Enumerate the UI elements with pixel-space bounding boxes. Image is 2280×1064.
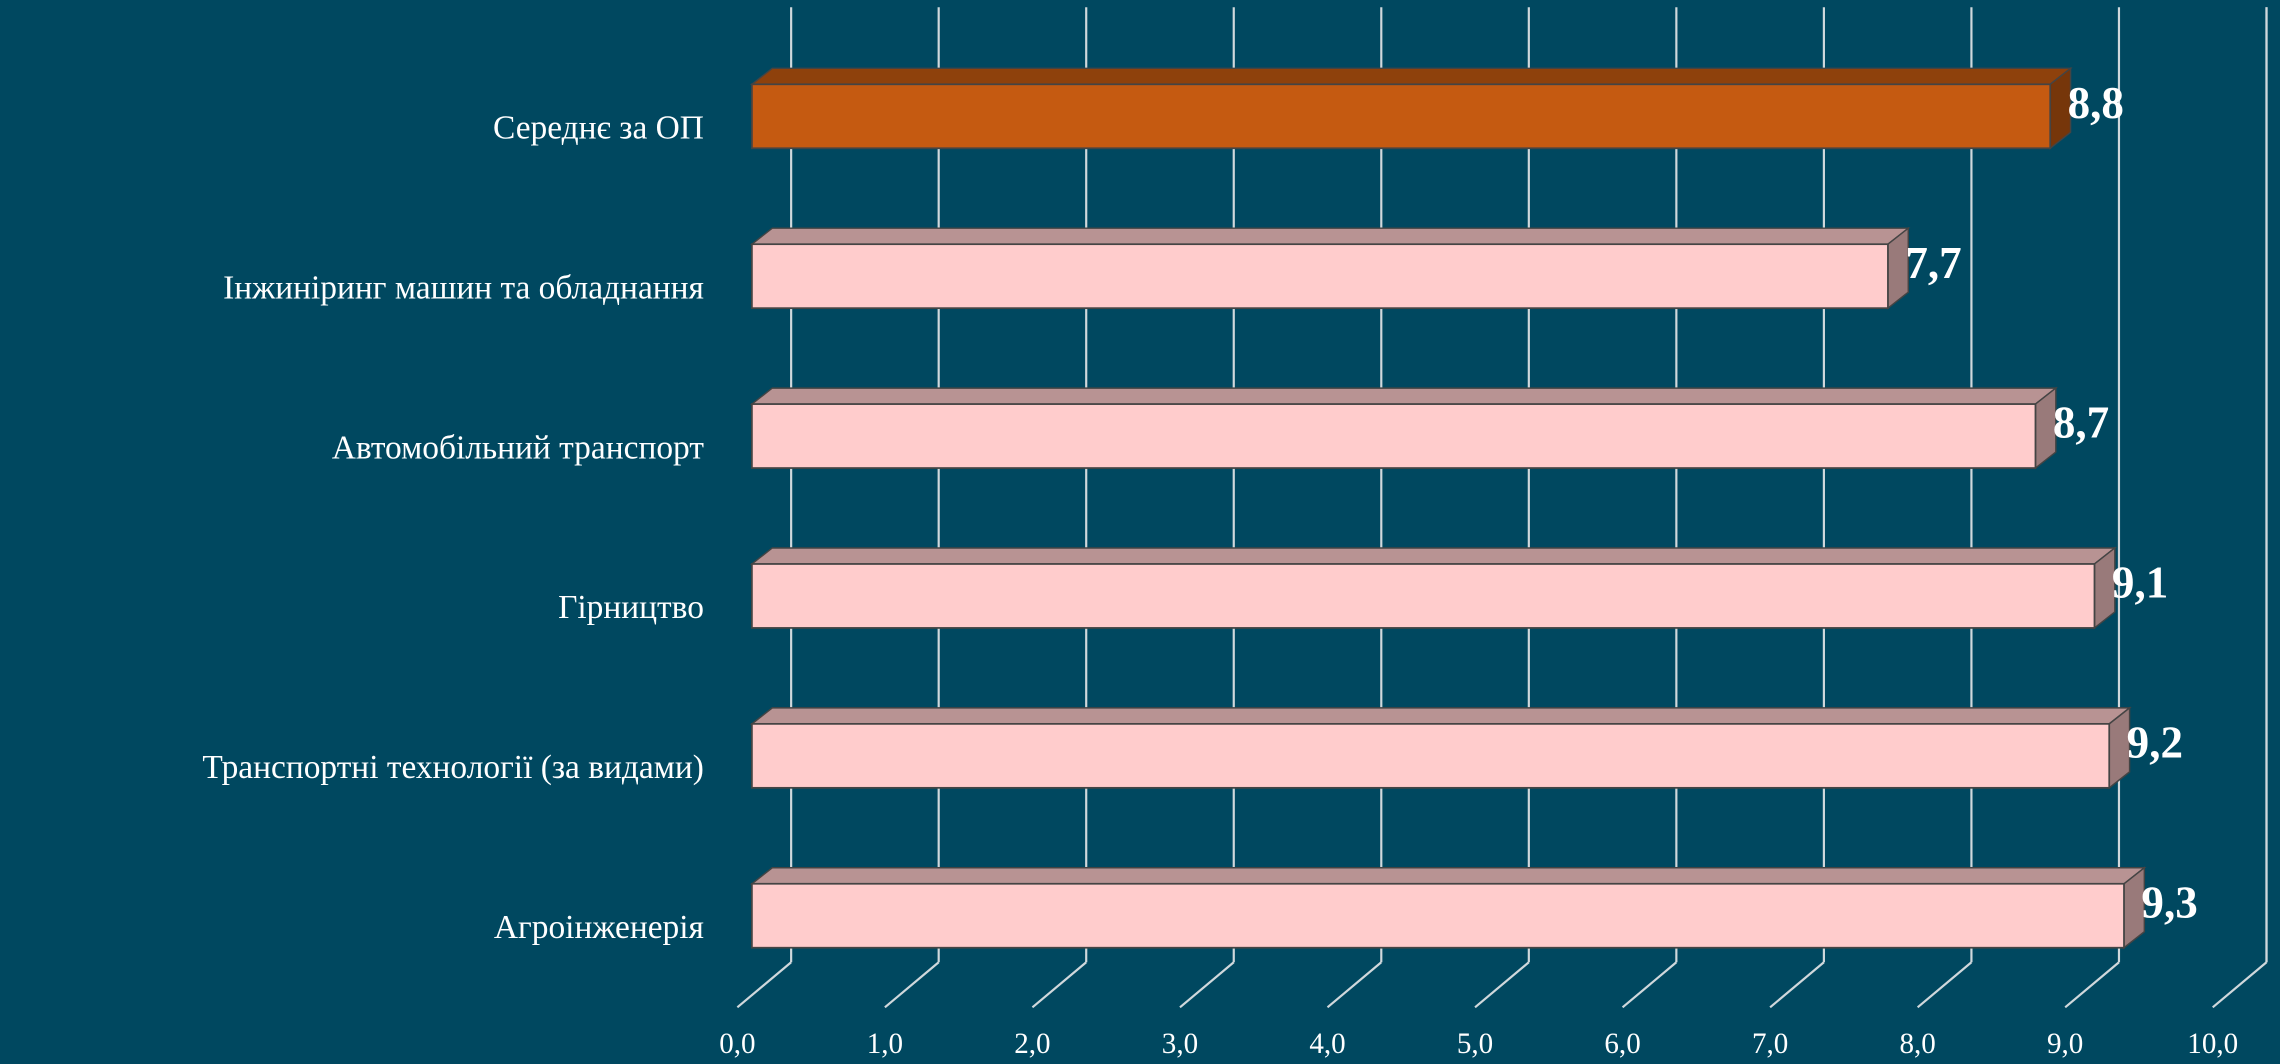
- bar: [749, 546, 2117, 630]
- y-tick-label: Агроінженерія: [494, 909, 704, 946]
- bar-front: [751, 722, 2111, 789]
- y-tick-label: Інжиніринг машин та обладнання: [223, 269, 704, 306]
- bar: [749, 866, 2147, 950]
- y-tick-label: Гірництво: [558, 589, 704, 626]
- data-label: 9,1: [2112, 558, 2168, 608]
- bar-top: [749, 67, 2073, 86]
- data-label: 9,3: [2141, 877, 2197, 927]
- floor-line: [1179, 961, 1235, 1009]
- x-tick-label: 10,0: [2187, 1028, 2238, 1060]
- floor-line: [1769, 961, 1825, 1009]
- x-tick-label: 4,0: [1309, 1028, 1345, 1060]
- x-tick-label: 7,0: [1752, 1028, 1788, 1060]
- x-tick-label: 9,0: [2047, 1028, 2083, 1060]
- bar-top: [749, 547, 2117, 565]
- data-label: 8,8: [2068, 78, 2124, 128]
- floor-line: [1474, 961, 1530, 1009]
- floor-line: [884, 961, 940, 1009]
- bar-top: [749, 387, 2058, 405]
- x-tick-label: 6,0: [1604, 1028, 1640, 1060]
- bar-front: [751, 243, 1889, 310]
- bar: [749, 226, 1911, 310]
- x-tick-label: 2,0: [1014, 1028, 1050, 1060]
- floor-line: [1326, 961, 1382, 1009]
- x-tick-label: 5,0: [1457, 1028, 1493, 1060]
- bar-front: [751, 403, 2037, 469]
- floor-line: [2212, 961, 2268, 1009]
- x-tick-label: 0,0: [719, 1028, 755, 1060]
- bar: [749, 706, 2132, 790]
- floor-line: [736, 961, 792, 1009]
- floor-line: [2064, 961, 2120, 1009]
- y-tick-label: Середнє за ОП: [493, 109, 704, 146]
- y-tick-label: Транспортні технології (за видами): [202, 749, 704, 786]
- x-tick-label: 3,0: [1162, 1028, 1198, 1060]
- data-label: 8,7: [2053, 398, 2109, 448]
- bar-front: [751, 563, 2096, 629]
- data-label: 7,7: [1905, 238, 1961, 288]
- floor-line: [1621, 961, 1678, 1009]
- x-tick-label: 1,0: [867, 1028, 903, 1060]
- bar: [749, 66, 2073, 150]
- x-tick-label: 8,0: [1899, 1028, 1935, 1060]
- floor-line: [1031, 961, 1087, 1009]
- bar-top: [749, 867, 2147, 885]
- bar-top: [749, 227, 1911, 245]
- bar: [749, 386, 2058, 470]
- floor-line: [1916, 961, 1973, 1009]
- bar-front: [751, 882, 2125, 949]
- bar-front: [751, 83, 2052, 150]
- y-tick-label: Автомобільний транспорт: [332, 429, 705, 466]
- data-label: 9,2: [2127, 717, 2183, 767]
- bar-top: [749, 707, 2132, 725]
